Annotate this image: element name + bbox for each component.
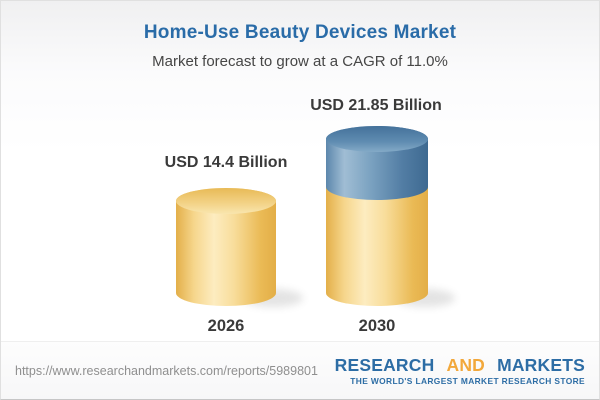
footer-bar: https://www.researchandmarkets.com/repor… xyxy=(1,341,599,399)
bar-category-label-2026: 2026 xyxy=(207,317,245,335)
page-subtitle: Market forecast to grow at a CAGR of 11.… xyxy=(152,53,448,70)
report-url: https://www.researchandmarkets.com/repor… xyxy=(15,363,318,378)
cylinder-shadow-2026 xyxy=(243,289,303,307)
bar-value-label-2030: USD 21.85 Billion xyxy=(310,97,442,114)
page-title: Home-Use Beauty Devices Market xyxy=(143,22,457,43)
cylinder-2026 xyxy=(176,188,276,306)
brand-word-research: RESEARCH xyxy=(334,354,435,375)
brand-tagline: THE WORLD'S LARGEST MARKET RESEARCH STOR… xyxy=(350,375,585,386)
cylinder-2030-base-segment xyxy=(326,174,428,306)
brand-word-and: AND xyxy=(446,354,485,375)
brand-word-markets: MARKETS xyxy=(497,354,585,375)
cylinder-2030-growth-segment xyxy=(326,126,428,200)
chart-header: Home-Use Beauty Devices Market Market fo… xyxy=(1,1,599,70)
bar-value-label-2026: USD 14.4 Billion xyxy=(164,154,288,171)
bar-category-label-2030: 2030 xyxy=(358,317,396,335)
brand-logo-wordmark: RESEARCH AND MARKETS xyxy=(335,355,585,375)
cylinder-shadow-2030 xyxy=(395,289,455,307)
brand-logo: RESEARCH AND MARKETS THE WORLD'S LARGEST… xyxy=(335,355,585,387)
